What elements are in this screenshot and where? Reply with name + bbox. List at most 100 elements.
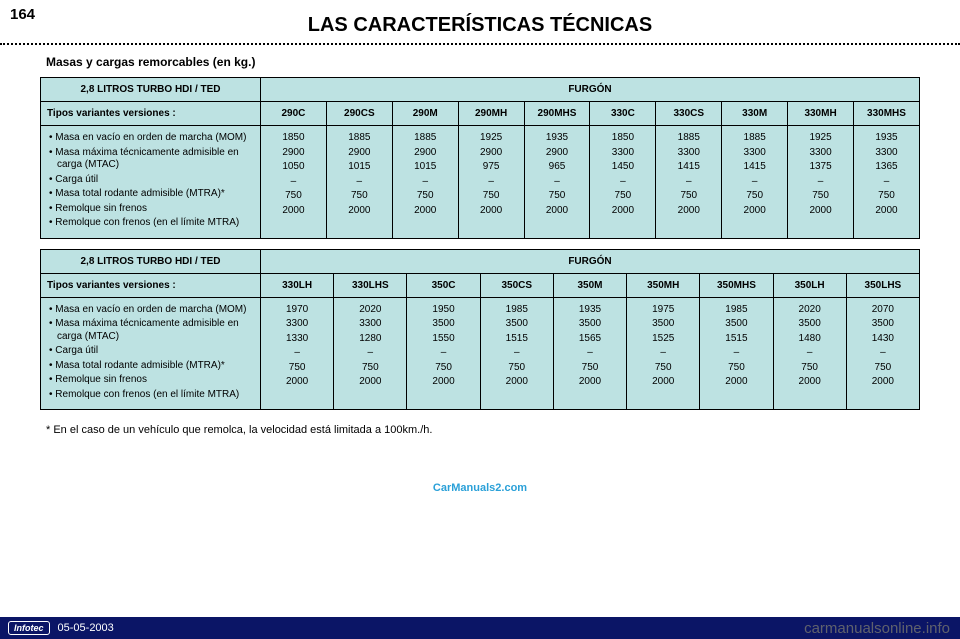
t1-col-8: 330MH [788,102,854,126]
v: 1450 [592,161,653,174]
t2-corner: 2,8 LITROS TURBO HDI / TED [41,249,261,273]
v: 750 [395,190,456,203]
v: 2020 [776,304,844,317]
t1-col-7: 330M [722,102,788,126]
v: 1850 [592,132,653,145]
t2-c1: 2020 3300 1280 – 750 2000 [334,297,407,410]
t1-rowlabels: • Masa en vacío en orden de marcha (MOM)… [41,126,261,239]
t1-col-5: 330C [590,102,656,126]
v: 1925 [461,132,522,145]
t2-group-header: FURGÓN [261,249,920,273]
v: 2000 [527,205,588,218]
v: 1365 [856,161,917,174]
v: – [849,347,917,360]
footnote: * En el caso de un vehículo que remolca,… [0,420,960,436]
v: – [461,176,522,189]
v: 2900 [329,147,390,160]
v: 2000 [263,205,324,218]
v: 3500 [409,318,477,331]
v: 3300 [856,147,917,160]
watermark-carmanuals2: CarManuals2.com [433,482,527,494]
page-title: LAS CARACTERÍSTICAS TÉCNICAS [0,0,960,37]
rowlabel-1: • Masa máxima técnicamente admisible en … [49,147,254,172]
v: 1885 [395,132,456,145]
site-watermark: carmanualsonline.info [800,618,954,639]
v: 750 [483,362,551,375]
v: 3300 [336,318,404,331]
v: 750 [461,190,522,203]
v: 2000 [556,376,624,389]
t2-col-0: 330LH [261,273,334,297]
v: 2000 [724,205,785,218]
t2-c6: 1985 3500 1515 – 750 2000 [700,297,773,410]
v: 750 [658,190,719,203]
v: 1375 [790,161,851,174]
t1-c1: 1885 2900 1015 – 750 2000 [326,126,392,239]
t1-c6: 1885 3300 1415 – 750 2000 [656,126,722,239]
v: 1565 [556,333,624,346]
t2-col-4: 350M [553,273,626,297]
rowlabel-5: • Remolque con frenos (en el límite MTRA… [49,389,254,402]
t1-col-3: 290MH [458,102,524,126]
v: 750 [702,362,770,375]
t2-col-1: 330LHS [334,273,407,297]
v: 750 [790,190,851,203]
v: 2020 [336,304,404,317]
v: 2900 [461,147,522,160]
page-number: 164 [10,6,35,23]
v: 2000 [702,376,770,389]
v: 750 [556,362,624,375]
v: 1480 [776,333,844,346]
v: – [556,347,624,360]
v: 2000 [483,376,551,389]
t1-group-header: FURGÓN [261,78,920,102]
v: 750 [263,190,324,203]
v: 2070 [849,304,917,317]
rowlabel-2: • Carga útil [49,174,254,187]
v: 2000 [329,205,390,218]
v: 1050 [263,161,324,174]
v: 2900 [527,147,588,160]
v: 2000 [263,376,331,389]
t2-c5: 1975 3500 1525 – 750 2000 [627,297,700,410]
t2-col-8: 350LHS [846,273,919,297]
table1-wrap: 2,8 LITROS TURBO HDI / TED FURGÓN Tipos … [0,77,960,249]
rowlabel-0: • Masa en vacío en orden de marcha (MOM) [49,132,254,145]
bar-date: 05-05-2003 [58,622,114,634]
rowlabel-0: • Masa en vacío en orden de marcha (MOM) [49,304,254,317]
v: – [263,347,331,360]
v: 965 [527,161,588,174]
rowlabel-3: • Masa total rodante admisible (MTRA)* [49,188,254,201]
t2-rowlabels: • Masa en vacío en orden de marcha (MOM)… [41,297,261,410]
v: 2000 [409,376,477,389]
v: 2000 [592,205,653,218]
v: 3500 [629,318,697,331]
v: – [724,176,785,189]
t2-col-5: 350MH [627,273,700,297]
t1-c3: 1925 2900 975 – 750 2000 [458,126,524,239]
v: 3300 [790,147,851,160]
v: 1015 [329,161,390,174]
v: 1950 [409,304,477,317]
v: – [776,347,844,360]
v: 1985 [483,304,551,317]
v: 2000 [395,205,456,218]
rowlabel-1: • Masa máxima técnicamente admisible en … [49,318,254,343]
t1-c8: 1925 3300 1375 – 750 2000 [788,126,854,239]
v: 3300 [592,147,653,160]
t1-col-4: 290MHS [524,102,590,126]
v: – [409,347,477,360]
v: 3500 [849,318,917,331]
v: – [658,176,719,189]
v: 2000 [461,205,522,218]
v: – [395,176,456,189]
v: 750 [527,190,588,203]
v: – [592,176,653,189]
v: – [329,176,390,189]
t1-c0: 1850 2900 1050 – 750 2000 [261,126,327,239]
v: 1925 [790,132,851,145]
rowlabel-3: • Masa total rodante admisible (MTRA)* [49,360,254,373]
v: 1415 [658,161,719,174]
v: 2000 [849,376,917,389]
t2-c3: 1985 3500 1515 – 750 2000 [480,297,553,410]
